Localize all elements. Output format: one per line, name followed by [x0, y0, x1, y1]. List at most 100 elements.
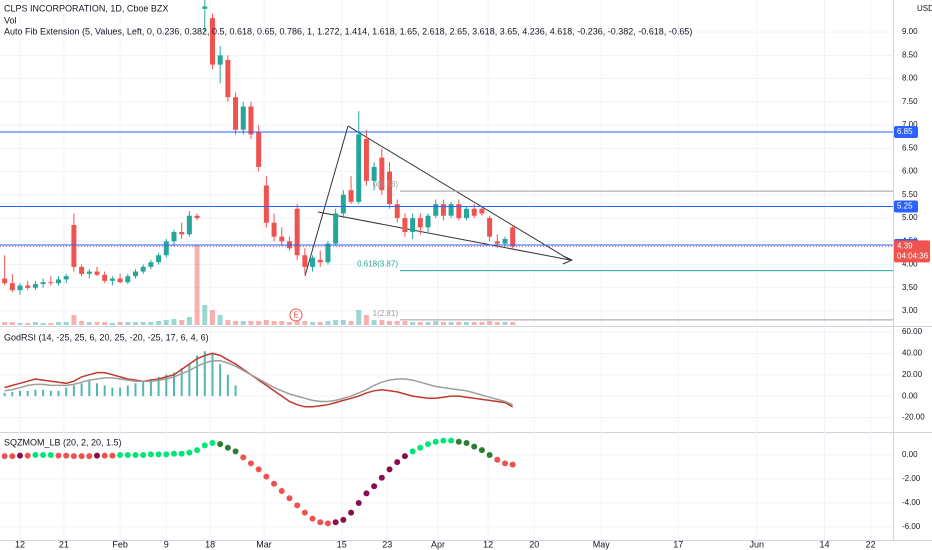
momentum-dot [55, 452, 62, 459]
volume-bar [140, 322, 146, 325]
volume-bar [294, 321, 300, 325]
momentum-dot [478, 447, 485, 454]
momentum-dot [247, 460, 254, 467]
volume-bar [40, 323, 46, 325]
candle-body [79, 266, 85, 274]
volume-bar [186, 317, 192, 325]
candle-body [148, 262, 154, 267]
momentum-dot [201, 442, 208, 449]
candle-body [140, 266, 146, 272]
histogram-bar [188, 364, 191, 397]
indicator-line [4, 352, 514, 408]
volume-bar [379, 320, 385, 325]
level-tag [894, 126, 918, 139]
y-tick-label: 3.00 [902, 306, 918, 315]
x-tick-label: Feb [112, 539, 128, 549]
momentum-dot [86, 453, 93, 460]
y-tick-label: 20.00 [902, 370, 923, 379]
momentum-dot [340, 516, 347, 523]
y-tick-label: 0.00 [902, 450, 918, 459]
histogram-bar [165, 374, 168, 397]
x-tick-label: 20 [529, 539, 539, 549]
volume-bar [464, 322, 470, 325]
momentum-dot [147, 451, 154, 458]
candle-body [487, 218, 493, 237]
candle-body [2, 278, 8, 284]
volume-bar [102, 322, 108, 325]
candle-body [387, 171, 393, 205]
candle-body [356, 134, 362, 202]
candle-body [102, 274, 108, 281]
volume-bar [494, 322, 500, 325]
candle-body [340, 194, 346, 214]
candle-body [471, 208, 477, 216]
histogram-bar [219, 364, 222, 397]
momentum-dot [78, 453, 85, 460]
histogram-bar [142, 381, 145, 397]
histogram-bar [57, 390, 60, 397]
currency: USD [917, 4, 932, 13]
candle-body [156, 255, 162, 263]
volume-bar [132, 322, 138, 325]
momentum-dot [109, 452, 116, 459]
candle-body [456, 204, 462, 219]
volume-bar [325, 321, 331, 325]
momentum-dot [471, 443, 478, 450]
candle-body [279, 236, 285, 242]
volume-bar [86, 322, 92, 325]
volume-bar [240, 321, 246, 325]
candle-body [248, 106, 254, 135]
candle-body [48, 282, 54, 284]
volume-bar [71, 315, 77, 325]
volume-bar [256, 321, 262, 325]
histogram-bar [3, 392, 6, 397]
volume-bar [317, 322, 323, 325]
momentum-dot [40, 451, 47, 458]
momentum-dot [278, 488, 285, 495]
y-tick-label: 8.00 [902, 74, 918, 83]
volume-bar [302, 321, 308, 325]
histogram-bar [72, 385, 75, 397]
x-tick-label: 15 [337, 539, 347, 549]
momentum-dot [401, 453, 408, 460]
y-tick-label: 5.50 [902, 190, 918, 199]
candle-body [71, 225, 77, 267]
histogram-bar [157, 376, 160, 397]
histogram-bar [80, 383, 83, 397]
candle-body [363, 139, 369, 181]
histogram-bar [95, 383, 98, 397]
candle-body [9, 283, 15, 291]
candle-body [379, 157, 385, 191]
volume-bar [17, 323, 23, 325]
y-tick-label: 6.50 [902, 143, 918, 152]
volume-bar [263, 320, 269, 325]
histogram-bar [134, 383, 137, 397]
momentum-dot [271, 480, 278, 487]
histogram-bar [234, 385, 237, 397]
momentum-dot [332, 519, 339, 526]
y-tick-label: 9.00 [902, 27, 918, 36]
candle-body [410, 218, 416, 233]
candle-body [256, 132, 262, 167]
momentum-dot [70, 453, 77, 460]
y-tick-label: 40.00 [902, 348, 923, 357]
rsi-title: GodRSI (14, -25, 25, 6, 20, 25, -20, -25… [4, 332, 209, 342]
volume-bar [63, 322, 69, 325]
candle-body [240, 106, 246, 130]
momentum-dot [1, 453, 8, 460]
histogram-bar [42, 389, 45, 397]
momentum-dot [32, 451, 39, 458]
candle-body [417, 218, 423, 228]
y-tick-label: 4.00 [902, 260, 918, 269]
momentum-dot [217, 441, 224, 448]
candle-body [179, 232, 185, 235]
volume-bar [356, 310, 362, 325]
volume-bar [248, 321, 254, 325]
histogram-bar [88, 381, 91, 397]
histogram-bar [203, 351, 206, 397]
candle-body [502, 238, 508, 244]
y-tick-label: 7.00 [902, 120, 918, 129]
momentum-dot [178, 450, 185, 457]
x-tick-label: 9 [164, 539, 169, 549]
momentum-dot [232, 448, 239, 455]
